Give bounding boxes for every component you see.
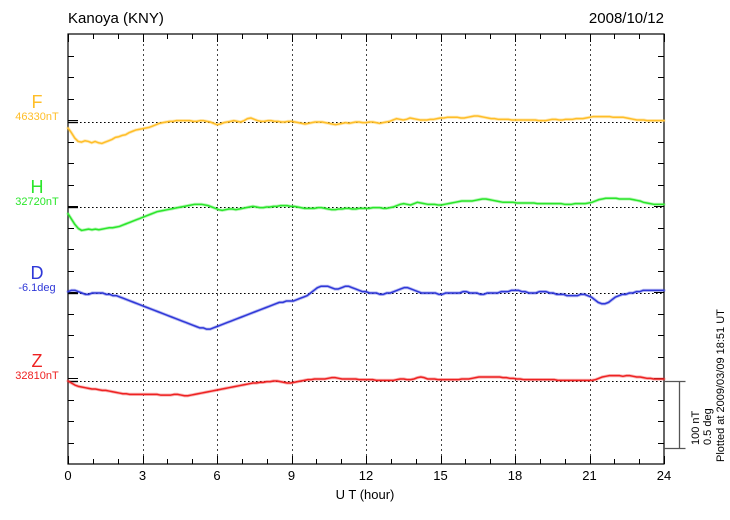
x-tick-label: 12: [358, 468, 374, 483]
component-label-z: Z 32810nT: [8, 352, 66, 382]
x-tick-label: 15: [433, 468, 448, 483]
scale-bar-label: 100 nT 0.5 deg: [690, 408, 714, 445]
page-title: Kanoya (KNY): [68, 10, 164, 27]
component-baseline-h: 32720nT: [15, 195, 59, 208]
x-tick-label: 0: [64, 468, 72, 483]
component-symbol-d: D: [30, 263, 44, 283]
component-baseline-d: -6.1deg: [18, 281, 56, 294]
scale-bar-nt: 100 nT: [690, 410, 702, 445]
x-axis-label: U T (hour): [335, 487, 395, 502]
x-tick-label: 18: [507, 468, 523, 483]
x-tick-label: 24: [656, 468, 672, 483]
x-tick-label: 3: [138, 468, 147, 483]
component-label-d: D -6.1deg: [8, 264, 66, 294]
component-label-h: H 32720nT: [8, 178, 66, 208]
component-symbol-f: F: [31, 92, 43, 112]
date-label: 2008/10/12: [588, 10, 664, 27]
plotted-at-label: Plotted at 2009/03/09 18:51 UT: [715, 309, 727, 462]
x-tick-label: 21: [582, 468, 597, 483]
component-baseline-f: 46330nT: [15, 110, 59, 123]
component-symbol-z: Z: [31, 351, 43, 371]
component-symbol-h: H: [30, 177, 44, 197]
x-tick-label: 6: [213, 468, 221, 483]
scale-bar-deg: 0.5 deg: [702, 408, 715, 445]
component-baseline-z: 32810nT: [15, 369, 59, 382]
component-label-f: F 46330nT: [8, 93, 66, 123]
x-tick-label: 9: [287, 468, 296, 483]
